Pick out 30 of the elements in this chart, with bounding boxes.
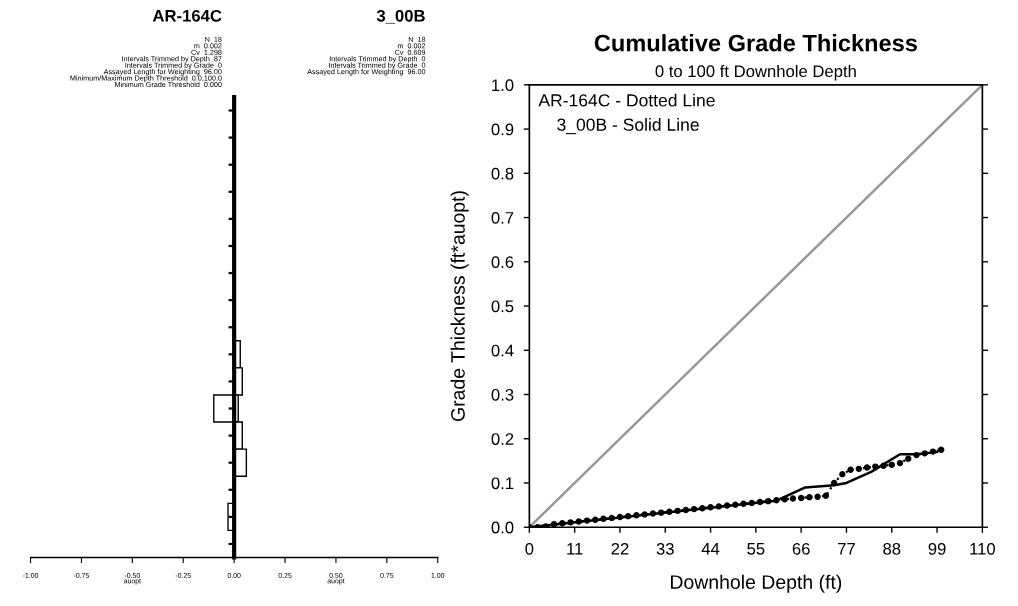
- y-tick-label: 1.0: [492, 79, 514, 92]
- x-tick-label: 22: [611, 542, 629, 555]
- chart-title: Cumulative Grade Thickness: [594, 34, 917, 52]
- annotation: 3_00B - Solid Line: [557, 118, 699, 135]
- y-tick-label: 0.5: [491, 300, 514, 313]
- y-tick-label: 0.1: [491, 477, 514, 490]
- x-tick-label: 55: [747, 543, 765, 555]
- y-tick-label: 0.2: [491, 433, 514, 445]
- y-tick-label: 0.7: [491, 211, 514, 224]
- x-tick-label: 77: [838, 543, 855, 555]
- x-tick-label: 88: [883, 542, 901, 555]
- y-axis-title: Grade Thickness (ft*auopt): [450, 191, 469, 422]
- text: 3_00B: [376, 9, 425, 24]
- y-tick-label: 0.8: [491, 167, 514, 180]
- y-tick-label: 0.0: [491, 521, 514, 534]
- annotation: AR-164C - Dotted Line: [538, 93, 715, 107]
- y-tick-label: 0.3: [491, 388, 514, 401]
- x-tick-label: 0: [525, 542, 534, 555]
- x-axis-title: Downhole Depth (ft): [671, 574, 842, 593]
- x-tick-label: 99: [928, 542, 946, 555]
- x-tick-label: 110: [970, 542, 996, 555]
- text: AR-164C: [152, 9, 222, 22]
- chart-subtitle: 0 to 100 ft Downhole Depth: [655, 64, 856, 81]
- y-tick-label: 0.6: [491, 256, 514, 268]
- y-tick-label: 0.9: [491, 123, 514, 136]
- x-tick-label: 66: [792, 542, 810, 555]
- y-tick-label: 0.4: [491, 344, 514, 357]
- x-tick-label: 11: [567, 543, 583, 555]
- x-tick-label: 44: [701, 543, 720, 555]
- x-tick-label: 33: [656, 542, 674, 555]
